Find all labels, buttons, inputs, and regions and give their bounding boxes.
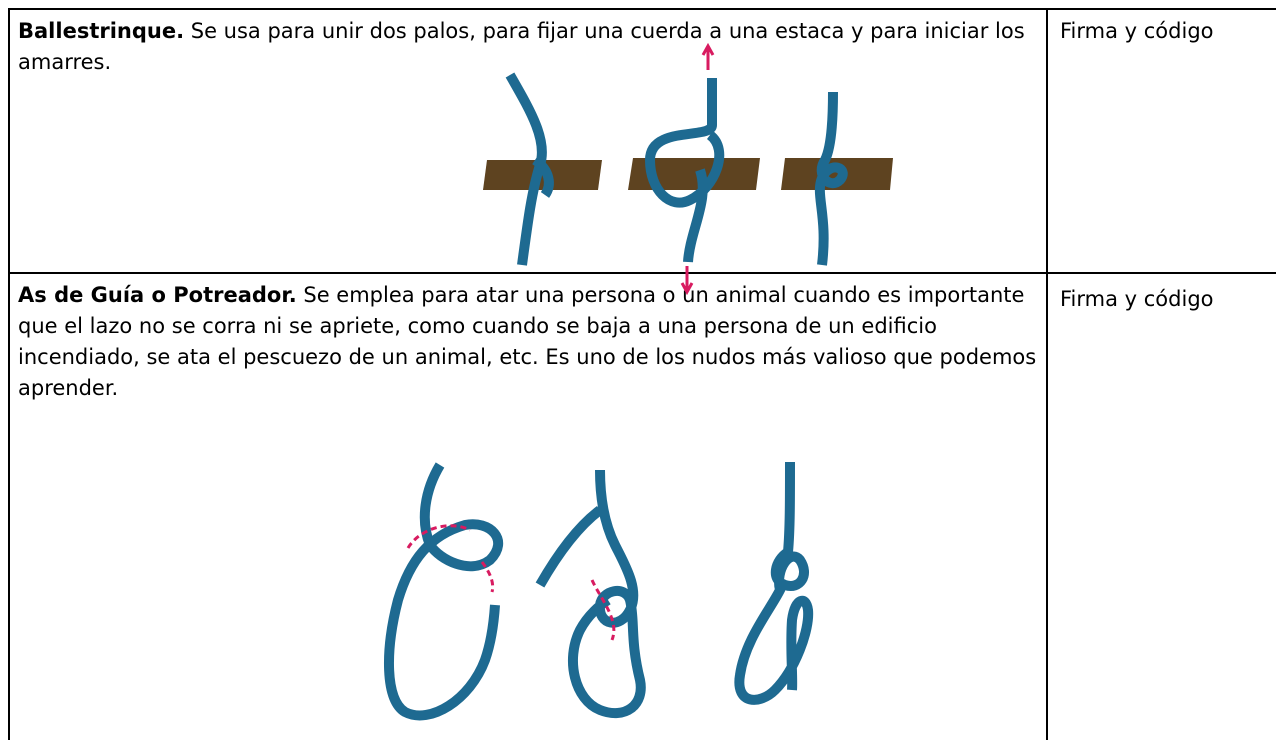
- knot-title: As de Guía o Potreador.: [18, 283, 297, 307]
- row-1-description: Ballestrinque. Se usa para unir dos palo…: [8, 8, 1048, 274]
- knot-text: Se usa para unir dos palos, para fijar u…: [18, 19, 1025, 74]
- knot-text: Se emplea para atar una persona o un ani…: [18, 283, 1037, 400]
- signature-label: Firma y código: [1060, 19, 1214, 43]
- row-2-description: As de Guía o Potreador. Se emplea para a…: [8, 272, 1048, 740]
- row-2-signature: Firma y código: [1046, 272, 1276, 740]
- row-1-signature: Firma y código: [1046, 8, 1276, 274]
- knot-title: Ballestrinque.: [18, 19, 185, 43]
- signature-label: Firma y código: [1060, 287, 1214, 311]
